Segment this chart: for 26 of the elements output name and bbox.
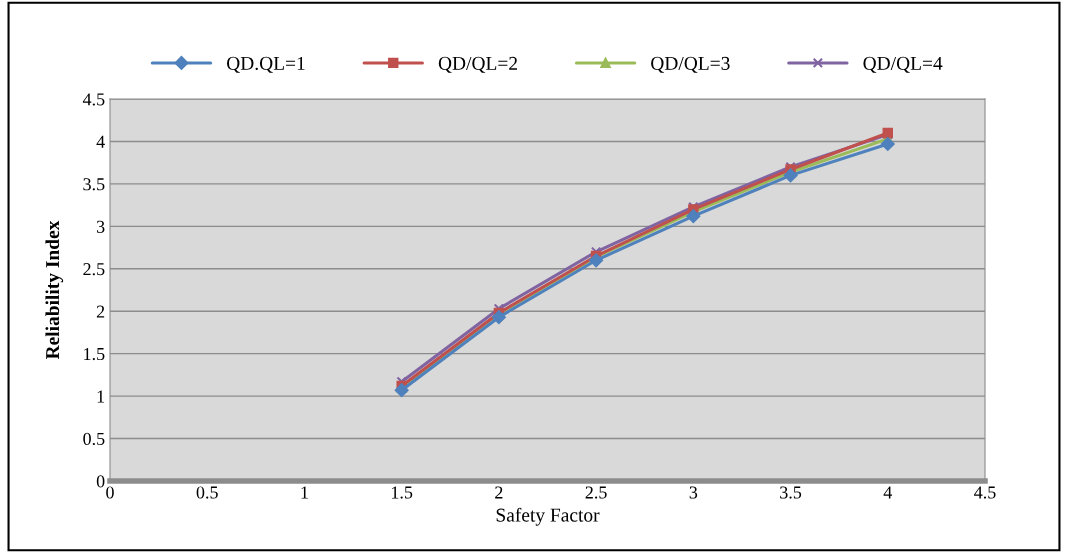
y-tick-label: 0.5 <box>83 432 105 446</box>
x-tick-label: 3.5 <box>780 486 802 499</box>
y-tick-label: 0 <box>96 475 105 488</box>
y-tick-label: 1.5 <box>84 348 105 361</box>
legend-label: QD/QL=2 <box>438 56 517 73</box>
x-axis-title: Safety Factor <box>496 507 600 526</box>
legend-label: QD.QL=1 <box>226 56 305 73</box>
y-tick-label: 3.5 <box>83 178 105 191</box>
x-tick-label: 2 <box>495 486 503 499</box>
legend-label: QD/QL=4 <box>863 56 943 73</box>
x-tick-label: 2.5 <box>585 486 607 499</box>
x-tick-label: 1 <box>301 486 308 499</box>
y-axis-title: Reliability Index <box>45 220 64 360</box>
y-tick-label: 2 <box>96 305 105 318</box>
x-tick-label: 4 <box>883 486 893 499</box>
x-tick-label: 4.5 <box>974 486 996 499</box>
y-tick-label: 4.5 <box>82 93 105 106</box>
x-tick-label: 0 <box>106 486 114 499</box>
x-tick-label: 1.5 <box>391 486 413 499</box>
y-tick-label: 3 <box>96 220 105 233</box>
x-tick-label: 3 <box>689 486 698 499</box>
y-tick-label: 4 <box>96 135 105 148</box>
x-tick-label: 0.5 <box>196 486 218 499</box>
legend-label: QD/QL=3 <box>651 56 730 73</box>
y-tick-label: 1 <box>97 390 105 403</box>
y-tick-label: 2.5 <box>83 263 105 276</box>
